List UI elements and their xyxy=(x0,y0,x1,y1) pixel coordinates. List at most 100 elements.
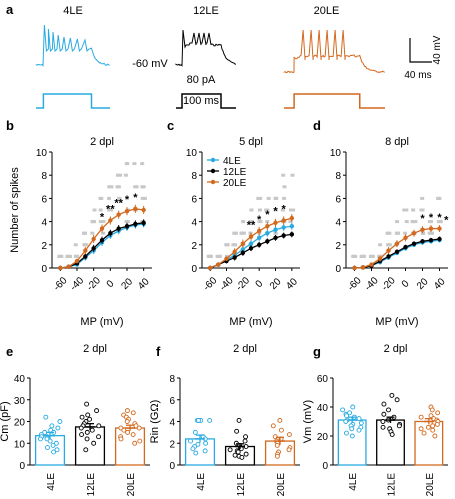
data-point-12le xyxy=(232,255,237,260)
individual-data-point xyxy=(395,220,400,224)
y-tick-label: 40 xyxy=(317,403,329,414)
category-label-4le: 4LE xyxy=(348,473,359,491)
individual-point-12le xyxy=(96,434,102,440)
individual-data-point xyxy=(288,208,293,212)
individual-point-4le xyxy=(188,438,193,444)
individual-data-point xyxy=(90,220,95,224)
individual-data-point xyxy=(118,173,123,177)
data-point-12le xyxy=(108,231,113,236)
data-point-20le xyxy=(360,265,366,270)
voltage-trace-12le xyxy=(175,29,237,67)
y-tick-label: 40 xyxy=(14,374,26,385)
individual-data-point xyxy=(124,220,129,224)
individual-point-12le xyxy=(84,429,90,435)
y-tick-label: 10 xyxy=(36,148,48,159)
y-tick-label: 20 xyxy=(317,432,329,443)
individual-point-20le xyxy=(432,433,438,439)
bar-12le xyxy=(74,426,106,466)
individual-point-20le xyxy=(118,436,124,442)
individual-point-12le xyxy=(79,414,85,420)
data-point-20le xyxy=(352,265,357,271)
data-point-12le xyxy=(428,237,434,243)
individual-point-20le xyxy=(430,423,436,429)
category-label-12le: 12LE xyxy=(86,473,97,497)
individual-point-12le xyxy=(89,427,95,433)
individual-point-20le xyxy=(430,427,436,433)
significance-star: * xyxy=(420,213,425,225)
panel-letter-b: b xyxy=(6,118,14,133)
y-tick-label: 4 xyxy=(169,418,175,429)
legend-marker-20le xyxy=(210,179,216,185)
individual-point-20le xyxy=(270,423,276,429)
voltage-trace-4le xyxy=(35,24,110,67)
individual-data-point xyxy=(125,162,130,166)
significance-star: ** xyxy=(106,203,115,215)
individual-point-4le xyxy=(47,438,53,444)
individual-point-20le xyxy=(278,427,284,433)
individual-data-point xyxy=(428,231,433,235)
significance-star: * xyxy=(273,206,278,218)
x-tick-label: -40 xyxy=(68,275,86,293)
data-point-20le xyxy=(66,264,71,270)
y-axis-label-f: Rin (GΩ) xyxy=(149,400,161,444)
individual-data-point xyxy=(241,220,246,224)
individual-data-point xyxy=(241,231,246,235)
data-point-20le xyxy=(386,248,391,253)
holding-potential-label: -60 mV xyxy=(132,58,168,70)
data-point-4le xyxy=(240,247,246,252)
y-tick-label: 6 xyxy=(335,194,341,205)
individual-point-4le xyxy=(340,407,346,413)
data-point-20le xyxy=(411,231,417,236)
individual-point-12le xyxy=(235,449,241,455)
individual-data-point xyxy=(142,196,147,200)
category-label-20le: 20LE xyxy=(276,473,287,497)
individual-data-point xyxy=(403,208,408,212)
individual-point-12le xyxy=(227,447,233,453)
individual-point-20le xyxy=(277,417,283,423)
data-point-12le xyxy=(403,244,408,250)
individual-point-20le xyxy=(124,419,130,424)
significance-star: * xyxy=(257,214,262,226)
scale-bar-time-label: 40 ms xyxy=(404,70,431,81)
individual-data-point xyxy=(140,196,145,200)
individual-data-point xyxy=(395,231,400,235)
individual-data-point xyxy=(265,220,270,224)
x-tick-label: -60 xyxy=(346,275,364,293)
individual-data-point xyxy=(117,196,122,200)
y-tick-label: 2 xyxy=(335,241,341,252)
individual-point-4le xyxy=(43,414,49,420)
individual-point-12le xyxy=(394,397,400,403)
data-point-20le xyxy=(265,224,270,229)
individual-point-4le xyxy=(192,429,198,435)
individual-point-12le xyxy=(396,423,402,429)
individual-point-20le xyxy=(136,425,142,431)
individual-point-20le xyxy=(421,430,427,436)
individual-point-12le xyxy=(96,423,102,429)
chart-title-e: 2 dpl xyxy=(83,343,107,355)
individual-data-point xyxy=(266,196,271,200)
significance-star: * xyxy=(265,209,270,221)
x-axis-label-b: MP (mV) xyxy=(80,316,123,328)
individual-data-point xyxy=(419,208,424,212)
x-tick-label: -20 xyxy=(380,275,398,293)
data-point-12le xyxy=(420,239,425,244)
individual-data-point xyxy=(140,162,145,166)
individual-point-4le xyxy=(358,420,364,426)
data-point-4le xyxy=(248,241,254,246)
individual-point-20le xyxy=(133,423,139,429)
individual-point-12le xyxy=(87,416,93,422)
individual-point-12le xyxy=(242,438,248,444)
significance-star: * xyxy=(133,192,138,204)
y-tick-label: 2 xyxy=(169,439,175,450)
chart-title-b: 2 dpl xyxy=(90,136,114,148)
significance-star: * xyxy=(125,194,130,206)
individual-point-20le xyxy=(418,414,424,420)
y-tick-label: 20 xyxy=(14,418,26,429)
y-tick-label: 8 xyxy=(41,171,47,182)
individual-data-point xyxy=(73,243,78,247)
individual-data-point xyxy=(207,254,212,258)
category-label-12le: 12LE xyxy=(236,473,247,497)
legend-label-12le: 12LE xyxy=(223,167,247,178)
individual-data-point xyxy=(351,254,356,258)
